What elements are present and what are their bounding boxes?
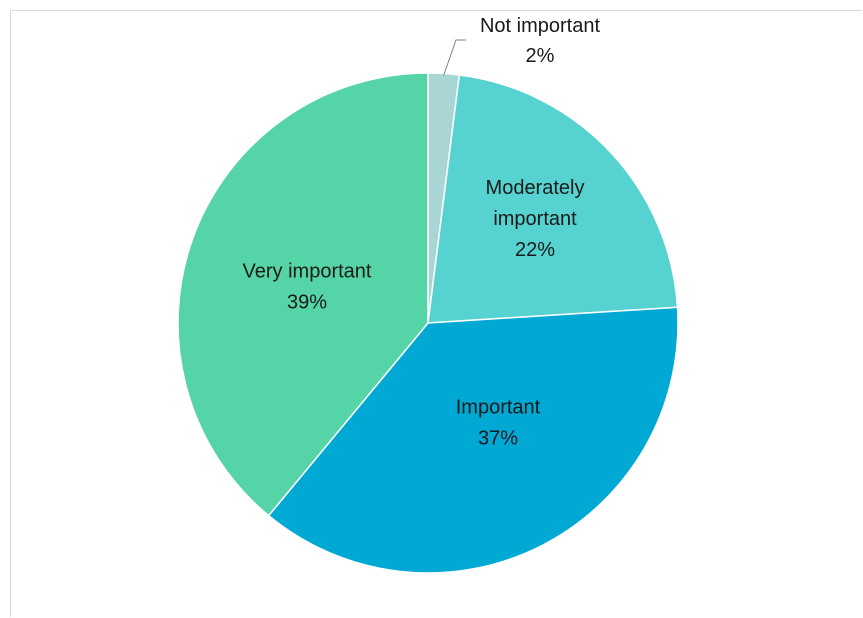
slice-labels: Not important 2% Moderately important 22% Imp… — [243, 15, 601, 450]
pie-slices — [177, 72, 679, 574]
data-label-very-important: Very important 39% — [243, 261, 372, 314]
leader-line-not-important — [443, 39, 466, 76]
pie-slice-important — [267, 306, 679, 574]
pie-slice-moderately-important — [427, 74, 679, 324]
data-label-moderately-important: Moderately important 22% — [486, 177, 585, 261]
leader-lines — [443, 39, 466, 76]
pie-slice-very-important — [177, 72, 429, 517]
data-label-important: Important 37% — [456, 397, 541, 450]
data-label-not-important: Not important 2% — [480, 15, 600, 67]
